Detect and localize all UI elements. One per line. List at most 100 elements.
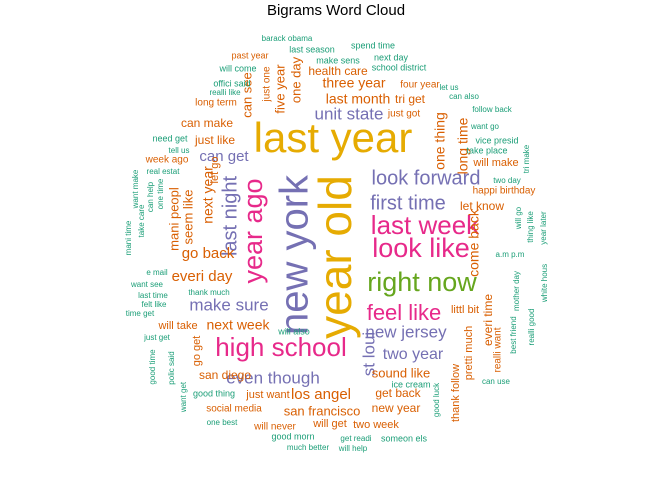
word-e-mail: e mail	[146, 268, 168, 277]
word-want-go: want go	[470, 122, 500, 131]
word-two-day: two day	[493, 176, 521, 185]
word-one-day: one day	[288, 56, 303, 103]
word-can-see: can see	[239, 72, 254, 118]
word-will-never: will never	[253, 422, 296, 433]
word-social-media: social media	[206, 404, 262, 415]
word-two-year: two year	[383, 346, 444, 363]
word-one-time: one time	[156, 178, 165, 209]
word-will-make: will make	[472, 157, 518, 169]
word-feel-like: feel like	[367, 300, 442, 325]
word-year-old: year old	[309, 175, 361, 339]
word-everi-day: everi day	[172, 268, 233, 285]
word-new-year: new year	[372, 401, 421, 415]
word-realli-good: realli good	[527, 309, 536, 346]
word-can-help: can help	[146, 181, 155, 212]
word-just-one: just one	[262, 66, 273, 102]
word-felt-like: felt like	[142, 300, 167, 309]
word-want-make: want make	[131, 169, 140, 209]
word-will-get: will get	[312, 418, 347, 430]
word-want-see: want see	[130, 280, 164, 289]
word-look-like: look like	[372, 233, 470, 263]
word-long-term: long term	[195, 98, 237, 109]
word-health-care: health care	[308, 64, 368, 78]
word-new-york: new york	[273, 174, 317, 335]
word-take-care: take care	[137, 204, 146, 237]
word-make-sens: make sens	[316, 55, 360, 65]
word-just-got: just got	[387, 109, 420, 120]
word-good-thing: good thing	[193, 388, 235, 398]
word-thank-follow: thank follow	[450, 364, 462, 422]
word-one-thing: one thing	[432, 112, 448, 170]
word-good-morn: good morn	[271, 431, 314, 441]
word-realli-like: realli like	[209, 88, 241, 97]
word-will-come: will come	[218, 63, 256, 73]
word-los-angel: los angel	[291, 386, 351, 403]
word-someon-els: someon els	[381, 433, 428, 443]
word-best-friend: best friend	[509, 316, 518, 353]
word-come-back: come back	[466, 208, 482, 277]
word-last-month: last month	[326, 91, 391, 107]
word-a-m-p-m: a.m p.m	[496, 250, 525, 259]
word-let-know: let know	[460, 199, 504, 213]
word-even-though: even though	[226, 368, 320, 387]
word-right-now: right now	[367, 267, 477, 297]
word-go-back: go back	[182, 245, 235, 262]
word-will-also: will also	[277, 326, 310, 336]
word-can-get: can get	[199, 148, 249, 165]
word-will-help: will help	[338, 444, 368, 453]
word-thank-much: thank much	[188, 288, 229, 297]
word-year-ago: year ago	[238, 178, 268, 283]
word-five-year: five year	[272, 64, 287, 114]
word-two-week: two week	[353, 419, 399, 431]
word-year-later: year later	[539, 211, 548, 245]
word-just-like: just like	[194, 133, 235, 147]
word-get-readi: get readi	[340, 434, 371, 443]
word-make-sure: make sure	[189, 295, 268, 314]
word-mani-peopl: mani peopl	[166, 187, 181, 251]
word-next-day: next day	[374, 52, 409, 62]
word-last-night: last night	[219, 176, 241, 256]
word-barack-obama: barack obama	[262, 34, 313, 43]
word-just-get: just get	[143, 333, 171, 342]
word-thing-like: thing like	[526, 211, 535, 243]
word-last-year: last year	[254, 114, 413, 161]
word-can-also: can also	[449, 92, 479, 101]
word-time-get: time get	[126, 309, 155, 318]
word-let-us: let us	[439, 83, 458, 92]
word-white-hous: white hous	[540, 264, 549, 303]
word-san-diego: san diego	[199, 368, 251, 382]
word-take-place: take place	[466, 145, 507, 155]
word-mani-time: mani time	[124, 220, 133, 255]
word-need-get: need get	[152, 133, 188, 143]
word-follow-back: follow back	[472, 105, 513, 114]
word-last-time: last time	[138, 291, 168, 300]
word-next-year: next year	[200, 166, 216, 224]
word-everi-time: everi time	[481, 294, 495, 346]
word-can-use: can use	[482, 377, 511, 386]
word-last-week: last week	[371, 210, 480, 240]
word-one-best: one best	[207, 418, 238, 427]
word-school-district: school district	[372, 62, 427, 72]
word-much-better: much better	[287, 443, 330, 452]
word-seem-like: seem like	[180, 190, 195, 245]
word-polic-said: polic said	[167, 351, 176, 384]
word-last-season: last season	[289, 44, 335, 54]
word-will-take: will take	[157, 320, 197, 332]
word-realli-want: realli want	[493, 327, 504, 372]
word-tri-make: tri make	[522, 144, 531, 173]
word-littl-bit: littl bit	[451, 304, 479, 316]
word-long-time: long time	[455, 117, 471, 174]
word-unit-state: unit state	[315, 104, 384, 123]
word-just-want: just want	[245, 389, 289, 401]
word-good-luck: good luck	[432, 382, 441, 417]
word-look-forward: look forward	[372, 167, 481, 189]
word-sound-like: sound like	[372, 365, 431, 380]
word-ice-cream: ice cream	[391, 379, 430, 389]
chart-title: Bigrams Word Cloud	[266, 2, 406, 19]
word-new-jersey: new jersey	[365, 322, 447, 341]
word-will-go: will go	[514, 206, 523, 230]
word-next-week: next week	[206, 317, 270, 333]
word-let-go: let go	[209, 157, 221, 184]
word-happi-birthday: happi birthday	[473, 186, 536, 197]
